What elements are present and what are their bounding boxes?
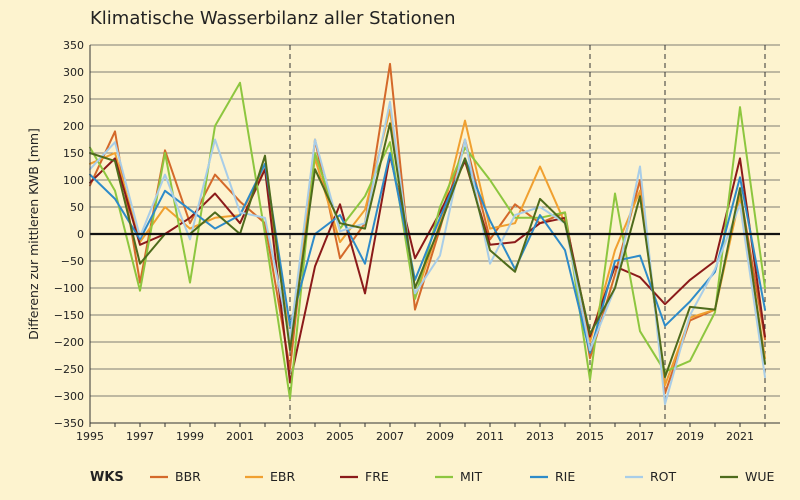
chart-title: Klimatische Wasserbilanz aller Stationen: [90, 8, 456, 29]
legend-label-fre: FRE: [365, 469, 389, 484]
legend-label-wue: WUE: [745, 469, 775, 484]
x-tick-label-2009: 2009: [426, 430, 454, 443]
legend-label-rie: RIE: [555, 469, 575, 484]
y-tick-label--300: −300: [54, 390, 84, 403]
y-tick-label-50: 50: [70, 201, 84, 214]
x-tick-label-2005: 2005: [326, 430, 354, 443]
y-tick-label-200: 200: [63, 120, 84, 133]
x-tick-label-1999: 1999: [176, 430, 204, 443]
x-tick-label-2011: 2011: [476, 430, 504, 443]
y-tick-label-100: 100: [63, 174, 84, 187]
y-axis-label: Differenz zur mittleren KWB [mm]: [26, 128, 41, 340]
y-tick-label--250: −250: [54, 363, 84, 376]
y-tick-label-350: 350: [63, 39, 84, 52]
y-tick-label-300: 300: [63, 66, 84, 79]
axes: 350 300 250 200 150 100 50 0 −50 −100 −150 −200 −250…: [54, 39, 780, 443]
y-tick-label-0: 0: [77, 228, 84, 241]
x-tick-label-2015: 2015: [576, 430, 604, 443]
y-tick-label--200: −200: [54, 336, 84, 349]
x-tick-label-2007: 2007: [376, 430, 404, 443]
x-tick-label-1997: 1997: [126, 430, 154, 443]
legend-label-ebr: EBR: [270, 469, 295, 484]
x-tick-label-2019: 2019: [676, 430, 704, 443]
series-line-wue: [89, 122, 766, 379]
series-line-mit: [89, 81, 766, 400]
y-tick-label-150: 150: [63, 147, 84, 160]
legend: WKS BBR EBR FRE MIT RIE ROT WUE: [90, 469, 775, 485]
series-lines: [89, 62, 766, 406]
x-tick-label-2013: 2013: [526, 430, 554, 443]
x-tick-label-2003: 2003: [276, 430, 304, 443]
y-tick-label--50: −50: [61, 255, 84, 268]
y-tick-label--150: −150: [54, 309, 84, 322]
y-tick-label--350: −350: [54, 417, 84, 430]
y-axis-title: Differenz zur mittleren KWB [mm]: [26, 128, 41, 340]
x-tick-label-2001: 2001: [226, 430, 254, 443]
y-tick-label--100: −100: [54, 282, 84, 295]
legend-label-rot: ROT: [650, 469, 677, 484]
x-tick-label-2021: 2021: [726, 430, 754, 443]
legend-title: WKS: [90, 470, 124, 485]
legend-label-mit: MIT: [460, 469, 482, 484]
y-tick-label-250: 250: [63, 93, 84, 106]
legend-label-bbr: BBR: [175, 469, 201, 484]
x-tick-label-1995: 1995: [76, 430, 104, 443]
x-tick-label-2017: 2017: [626, 430, 654, 443]
